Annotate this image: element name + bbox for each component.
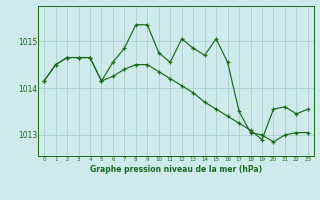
X-axis label: Graphe pression niveau de la mer (hPa): Graphe pression niveau de la mer (hPa) bbox=[90, 165, 262, 174]
